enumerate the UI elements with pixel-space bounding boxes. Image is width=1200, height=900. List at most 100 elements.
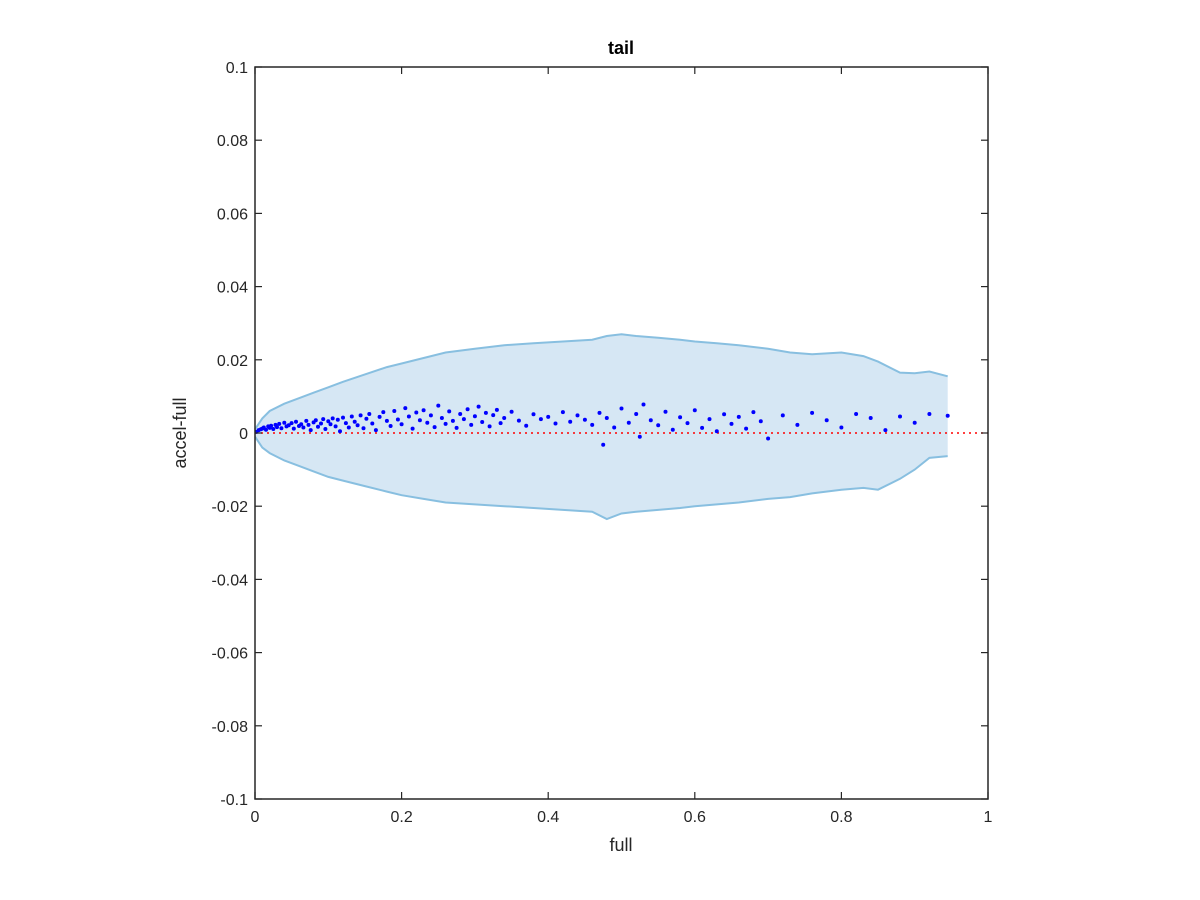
data-point (358, 413, 363, 418)
data-point (707, 417, 712, 422)
data-point (414, 410, 419, 415)
data-point (392, 409, 397, 413)
data-point (277, 421, 282, 426)
data-point (346, 425, 351, 430)
data-point (316, 424, 320, 429)
data-point (349, 414, 354, 419)
data-point (472, 414, 477, 419)
x-tick-label: 0.4 (537, 809, 559, 826)
data-point (476, 404, 481, 409)
data-point (502, 416, 507, 420)
data-point (729, 421, 734, 426)
data-point (291, 426, 296, 431)
data-point (945, 413, 950, 418)
data-point (406, 414, 411, 419)
data-point (483, 410, 488, 415)
data-point (454, 425, 459, 430)
data-point (381, 410, 386, 415)
data-point (854, 412, 859, 416)
points-layer (254, 402, 950, 447)
data-point (461, 417, 466, 422)
data-point (399, 422, 404, 427)
data-point (338, 429, 342, 434)
data-point (736, 414, 741, 419)
y-tick-label: -0.02 (212, 499, 249, 516)
data-point (494, 407, 499, 412)
data-point (582, 417, 587, 422)
data-point (286, 423, 291, 428)
data-point (604, 416, 609, 420)
data-point (744, 426, 749, 431)
data-point (388, 424, 393, 428)
x-axis-label: full (609, 835, 632, 855)
data-point (410, 426, 415, 431)
data-point (722, 412, 727, 417)
data-point (678, 415, 683, 420)
data-point (443, 421, 448, 426)
y-tick-label: -0.06 (212, 646, 249, 663)
data-point (524, 423, 529, 428)
data-point (421, 408, 426, 413)
y-tick-label: -0.08 (212, 719, 249, 736)
data-point (306, 422, 311, 427)
data-point (648, 418, 653, 423)
data-point (553, 421, 558, 426)
y-axis-label: accel-full (170, 397, 190, 468)
data-point (912, 420, 917, 425)
envelope-layer (254, 333, 948, 521)
data-point (641, 402, 646, 407)
data-point (509, 409, 514, 414)
data-point (538, 417, 543, 422)
data-point (634, 412, 639, 416)
x-tick-label: 0 (251, 809, 260, 826)
data-point (487, 424, 492, 429)
y-tick-label: 0.02 (217, 353, 248, 370)
data-point (364, 416, 369, 421)
data-point (294, 419, 298, 424)
data-point (355, 423, 360, 428)
data-point (531, 412, 536, 417)
data-point (361, 426, 366, 431)
data-point (289, 421, 294, 426)
data-point (328, 422, 333, 427)
data-point (626, 420, 631, 425)
x-tick-label: 0.2 (390, 809, 412, 826)
data-point (304, 418, 309, 423)
data-point (780, 413, 785, 418)
data-point (384, 418, 389, 423)
data-point (333, 424, 338, 429)
data-point (377, 414, 382, 419)
data-point (619, 406, 624, 411)
data-point (330, 416, 335, 421)
data-point (568, 419, 573, 424)
data-point (450, 418, 455, 423)
data-point (469, 422, 474, 427)
data-point (810, 410, 815, 415)
data-point (343, 421, 348, 426)
x-tick-label: 1 (984, 809, 993, 826)
data-point (663, 409, 668, 414)
data-point (868, 416, 873, 420)
data-point (439, 416, 444, 420)
y-tick-label: -0.04 (212, 572, 249, 589)
data-point (447, 409, 452, 414)
data-point (458, 412, 463, 416)
data-point (692, 408, 697, 413)
envelope-lower-line (254, 436, 948, 521)
data-point (590, 422, 595, 427)
y-tick-label: 0.04 (217, 280, 248, 297)
data-point (612, 425, 617, 430)
data-point (597, 410, 602, 415)
data-point (428, 413, 433, 418)
data-point (321, 417, 326, 422)
envelope-upper-line (254, 333, 948, 430)
data-point (308, 428, 313, 433)
data-point (927, 412, 932, 416)
data-point (491, 413, 496, 418)
data-point (373, 428, 378, 433)
data-point (432, 425, 437, 430)
data-point (758, 419, 763, 424)
data-point (341, 415, 345, 420)
data-point (395, 417, 400, 422)
